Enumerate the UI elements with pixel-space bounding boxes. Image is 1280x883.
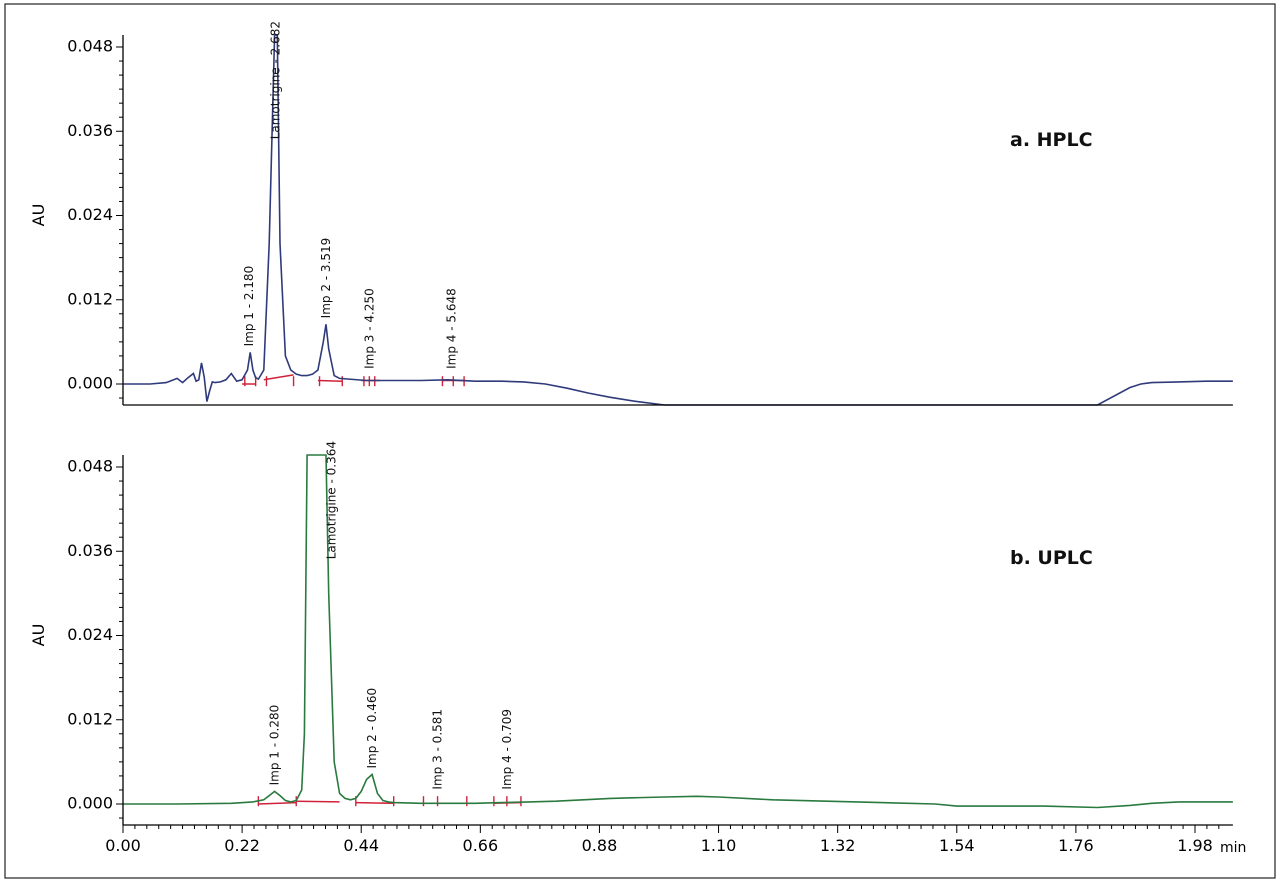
x-tick-label: 1.98 [1177, 836, 1213, 855]
x-tick-label: 1.32 [820, 836, 856, 855]
uplc-y-tick-label: 0.048 [67, 457, 113, 476]
hplc-peak-label: Lamotrigine - 2.682 [269, 21, 283, 139]
uplc-baseline-segment [296, 800, 340, 803]
x-tick-label: 0.66 [463, 836, 499, 855]
uplc-peak-labels: Imp 1 - 0.280 Lamotrigine - 0.364 Imp 2 - … [268, 441, 514, 790]
x-tick-label: 0.00 [105, 836, 141, 855]
hplc-baseline-segment [317, 379, 343, 382]
x-tick-label: 1.54 [939, 836, 975, 855]
hplc-peak-labels: Imp 1 - 2.180 Lamotrigine - 2.682 Imp 2 - … [242, 21, 458, 369]
uplc-peak-label: Lamotrigine - 0.364 [324, 441, 338, 559]
x-tick-label: 0.88 [582, 836, 618, 855]
uplc-baseline-segment [355, 801, 394, 805]
uplc-x-ticks: 0.00 0.22 0.44 0.66 0.88 1.10 1.32 1.54 1.76 1.98 [105, 825, 1220, 855]
hplc-panel-title: a. HPLC [1010, 129, 1093, 151]
hplc-baseline-segment [263, 374, 294, 381]
hplc-y-tick-label: 0.036 [67, 121, 113, 140]
figure-frame [4, 3, 1276, 879]
x-tick-label: 0.44 [343, 836, 379, 855]
x-tick-label: 0.22 [224, 836, 260, 855]
uplc-baseline-segment [258, 801, 297, 805]
uplc-y-tick-label: 0.000 [67, 794, 113, 813]
hplc-panel: a. HPLC AU 0.000 0.012 0.024 0.036 0.048 Imp… [29, 21, 1233, 406]
hplc-y-axis-label: AU [29, 204, 48, 227]
uplc-peak-label: Imp 1 - 0.280 [268, 705, 282, 786]
hplc-peak-label: Imp 1 - 2.180 [242, 266, 256, 347]
uplc-y-tick-label: 0.024 [67, 625, 113, 644]
hplc-y-tick-label: 0.024 [67, 205, 113, 224]
uplc-peak-label: Imp 4 - 0.709 [500, 709, 514, 790]
uplc-peak-label: Imp 3 - 0.581 [431, 709, 445, 790]
hplc-peak-label: Imp 2 - 3.519 [319, 238, 333, 319]
hplc-y-tick-label: 0.012 [67, 289, 113, 308]
uplc-y-tick-label: 0.036 [67, 541, 113, 560]
uplc-peak-label: Imp 2 - 0.460 [365, 688, 379, 769]
uplc-panel-title: b. UPLC [1010, 547, 1093, 569]
x-tick-label: 1.10 [701, 836, 737, 855]
uplc-y-tick-label: 0.012 [67, 709, 113, 728]
hplc-y-ticks: 0.000 0.012 0.024 0.036 0.048 [67, 37, 123, 399]
x-unit-label: min [1220, 840, 1246, 856]
hplc-y-tick-label: 0.048 [67, 37, 113, 56]
hplc-y-tick-label: 0.000 [67, 374, 113, 393]
hplc-trace [123, 34, 1233, 406]
hplc-peak-label: Imp 3 - 4.250 [362, 288, 376, 369]
uplc-panel: b. UPLC AU 0.000 0.012 0.024 0.036 0.048 Imp… [29, 441, 1246, 856]
hplc-peak-label: Imp 4 - 5.648 [445, 288, 459, 369]
uplc-trace [123, 454, 1233, 809]
x-tick-label: 1.76 [1058, 836, 1094, 855]
uplc-y-axis-label: AU [29, 624, 48, 647]
uplc-y-ticks: 0.000 0.012 0.024 0.036 0.048 [67, 457, 123, 819]
